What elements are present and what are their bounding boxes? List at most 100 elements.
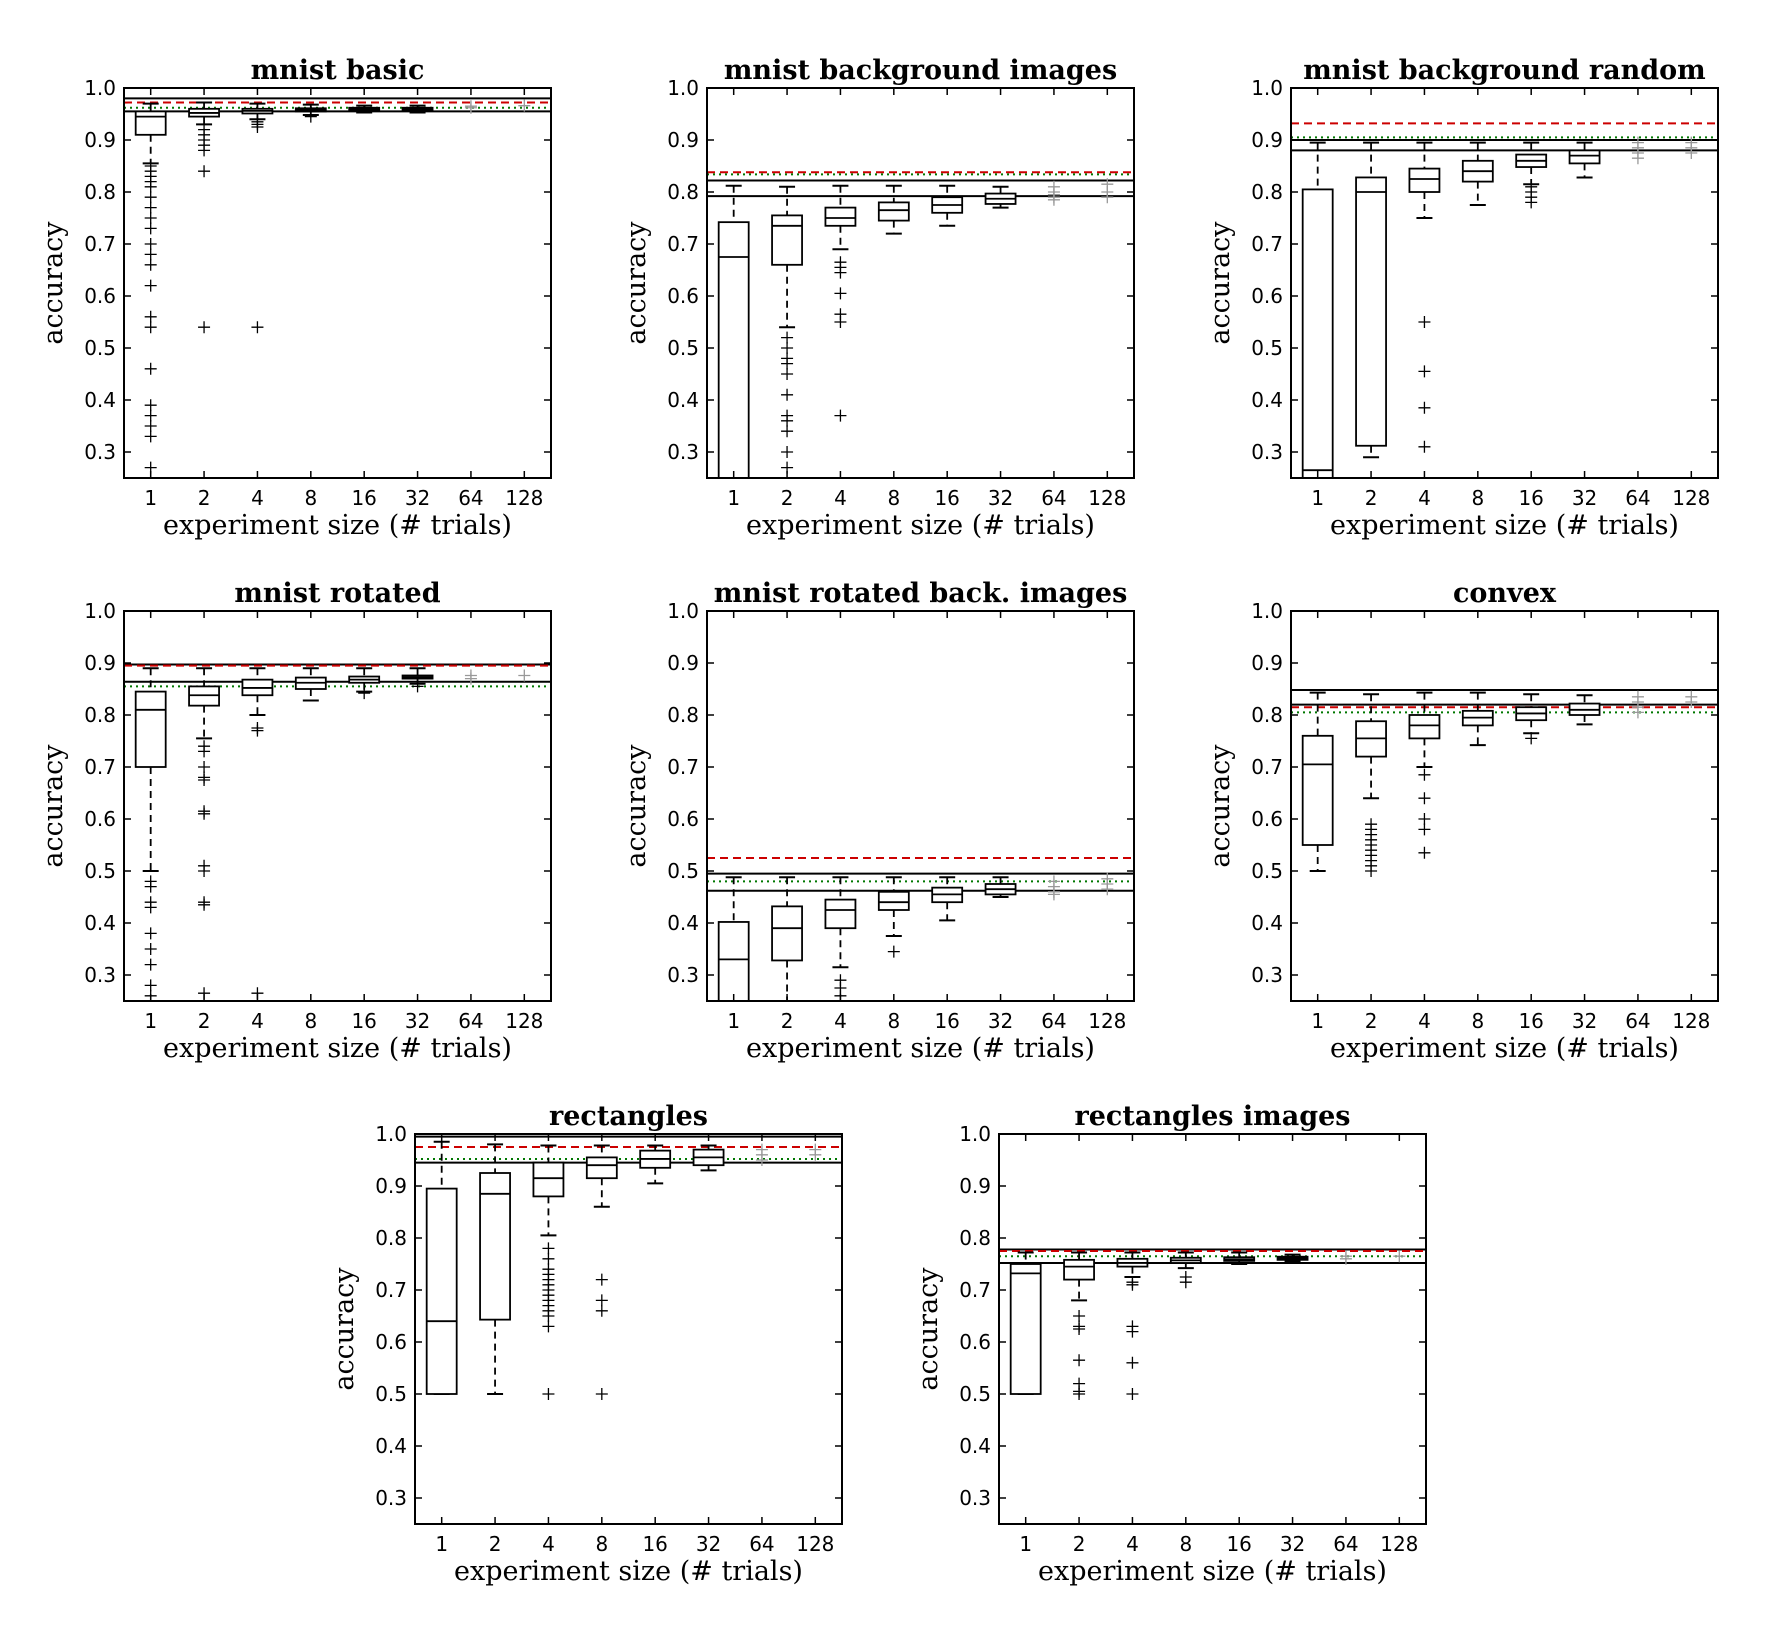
outlier-point bbox=[144, 310, 157, 323]
y-tick-label: 0.7 bbox=[84, 232, 116, 256]
y-tick-label: 0.3 bbox=[667, 963, 699, 987]
outlier-point bbox=[1631, 152, 1644, 165]
outlier-point bbox=[198, 745, 211, 758]
y-tick-label: 0.7 bbox=[667, 232, 699, 256]
y-axis-label: accuracy bbox=[913, 1267, 944, 1391]
box bbox=[1408, 714, 1441, 740]
x-tick-label: 64 bbox=[1041, 1009, 1066, 1033]
y-tick-label: 0.6 bbox=[1251, 807, 1283, 831]
chart-panel: 0.3 0.4 0.5 0.6 0.7 0.8 0.9 1.0 1 2 4 8 16 32 64 128 mni… bbox=[621, 578, 1135, 1064]
outlier-point bbox=[144, 238, 157, 250]
y-tick-label: 0.8 bbox=[84, 703, 116, 727]
y-tick-label: 0.9 bbox=[667, 651, 699, 675]
box bbox=[1355, 176, 1387, 447]
outlier-point bbox=[1418, 401, 1431, 414]
outlier-point bbox=[1631, 706, 1644, 719]
x-tick-label: 32 bbox=[405, 1009, 430, 1033]
chart-panel: 0.3 0.4 0.5 0.6 0.7 0.8 0.9 1.0 1 2 4 8 16 32 64 128 rec… bbox=[913, 1101, 1427, 1587]
x-tick-label: 32 bbox=[988, 1009, 1013, 1033]
x-tick-label: 4 bbox=[1418, 486, 1431, 510]
y-tick-label: 1.0 bbox=[1251, 76, 1283, 100]
y-tick-label: 0.4 bbox=[375, 1434, 407, 1458]
box bbox=[1568, 149, 1601, 165]
x-tick-label: 2 bbox=[781, 1009, 794, 1033]
x-tick-label: 8 bbox=[304, 486, 317, 510]
outlier-point bbox=[251, 321, 264, 334]
outlier-point bbox=[198, 321, 211, 334]
outlier-point bbox=[1418, 823, 1431, 836]
chart-title: mnist rotated back. images bbox=[714, 578, 1128, 609]
x-tick-label: 2 bbox=[198, 486, 211, 510]
outlier-point bbox=[781, 446, 794, 458]
plot-area bbox=[1291, 122, 1718, 478]
outlier-point bbox=[1418, 846, 1431, 859]
chart-title: mnist background random bbox=[1303, 55, 1706, 86]
outlier-point bbox=[1418, 813, 1431, 825]
outlier-point bbox=[755, 1154, 768, 1166]
y-tick-label: 0.8 bbox=[1251, 703, 1283, 727]
outlier-point bbox=[358, 687, 371, 700]
x-tick-label: 8 bbox=[887, 1009, 900, 1033]
y-tick-label: 0.4 bbox=[84, 911, 116, 935]
box bbox=[1009, 1263, 1042, 1395]
outlier-point bbox=[1365, 865, 1378, 877]
outlier-point bbox=[144, 409, 157, 422]
outlier-point bbox=[198, 807, 211, 820]
plot-area bbox=[707, 171, 1134, 478]
outlier-point bbox=[411, 680, 424, 693]
box bbox=[532, 1161, 565, 1198]
y-tick-label: 0.6 bbox=[667, 284, 699, 308]
box bbox=[824, 206, 857, 227]
y-axis-label: accuracy bbox=[621, 221, 652, 345]
x-axis-label: experiment size (# trials) bbox=[746, 510, 1095, 541]
x-tick-label: 1 bbox=[1311, 1009, 1324, 1033]
x-tick-label: 128 bbox=[796, 1532, 834, 1556]
outlier-point bbox=[781, 357, 794, 370]
box bbox=[877, 201, 910, 222]
y-tick-label: 0.8 bbox=[1251, 180, 1283, 204]
outlier-point bbox=[198, 774, 211, 786]
outlier-point bbox=[464, 101, 477, 114]
chart-panel: 0.3 0.4 0.5 0.6 0.7 0.8 0.9 1.0 1 2 4 8 16 32 64 128 mni… bbox=[38, 55, 552, 541]
x-tick-label: 32 bbox=[988, 486, 1013, 510]
outlier-point bbox=[144, 212, 157, 224]
y-tick-label: 1.0 bbox=[959, 1122, 991, 1146]
x-tick-label: 8 bbox=[304, 1009, 317, 1033]
outlier-point bbox=[834, 287, 847, 300]
y-tick-label: 0.9 bbox=[1251, 128, 1283, 152]
outlier-point bbox=[251, 724, 264, 737]
box bbox=[1301, 734, 1334, 846]
y-tick-label: 0.8 bbox=[667, 703, 699, 727]
x-tick-label: 64 bbox=[1625, 486, 1650, 510]
y-tick-label: 0.4 bbox=[667, 911, 699, 935]
outlier-point bbox=[1101, 883, 1114, 896]
y-tick-label: 0.9 bbox=[1251, 651, 1283, 675]
x-tick-label: 32 bbox=[1280, 1532, 1305, 1556]
outlier-point bbox=[518, 99, 531, 112]
outlier-point bbox=[1685, 147, 1698, 159]
chart-title: mnist rotated bbox=[234, 578, 440, 609]
y-tick-label: 0.5 bbox=[959, 1382, 991, 1406]
y-tick-label: 0.6 bbox=[375, 1330, 407, 1354]
outlier-point bbox=[781, 331, 794, 344]
y-tick-label: 0.8 bbox=[959, 1226, 991, 1250]
y-tick-label: 0.4 bbox=[1251, 911, 1283, 935]
outlier-point bbox=[1393, 1250, 1406, 1263]
x-tick-label: 8 bbox=[1179, 1532, 1192, 1556]
x-tick-label: 4 bbox=[834, 486, 847, 510]
x-tick-label: 64 bbox=[1625, 1009, 1650, 1033]
outlier-point bbox=[1101, 191, 1114, 204]
y-tick-label: 0.9 bbox=[84, 128, 116, 152]
y-tick-label: 0.3 bbox=[375, 1486, 407, 1510]
outlier-point bbox=[542, 1310, 555, 1322]
x-tick-label: 128 bbox=[1088, 1009, 1126, 1033]
x-tick-label: 1 bbox=[144, 486, 157, 510]
y-tick-label: 0.5 bbox=[667, 859, 699, 883]
x-tick-label: 1 bbox=[144, 1009, 157, 1033]
chart-panel: 0.3 0.4 0.5 0.6 0.7 0.8 0.9 1.0 1 2 4 8 16 32 64 128 rec… bbox=[329, 1101, 843, 1587]
x-tick-label: 4 bbox=[542, 1532, 555, 1556]
x-tick-label: 1 bbox=[1019, 1532, 1032, 1556]
x-tick-label: 8 bbox=[1471, 1009, 1484, 1033]
y-tick-label: 0.9 bbox=[667, 128, 699, 152]
plot-frame bbox=[1290, 610, 1719, 1002]
